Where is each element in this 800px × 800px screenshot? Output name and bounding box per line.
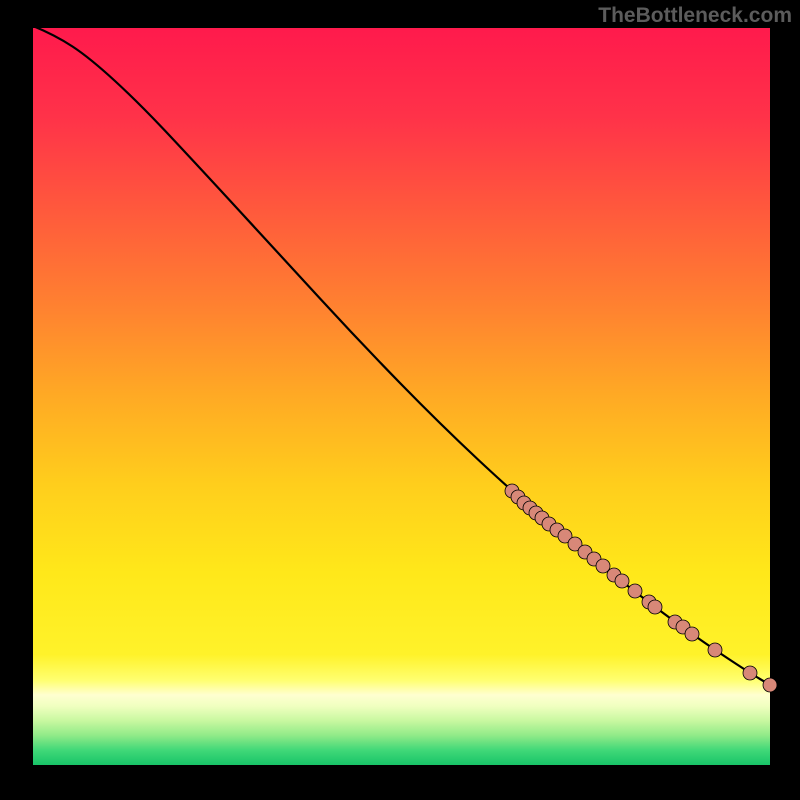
data-marker — [648, 600, 662, 614]
markers-group — [505, 484, 777, 692]
watermark-label: TheBottleneck.com — [598, 4, 792, 28]
data-marker — [763, 678, 777, 692]
curve-line — [33, 26, 770, 685]
data-marker — [708, 643, 722, 657]
chart-overlay — [0, 0, 800, 800]
data-marker — [615, 574, 629, 588]
data-marker — [628, 584, 642, 598]
data-marker — [685, 627, 699, 641]
data-marker — [743, 666, 757, 680]
